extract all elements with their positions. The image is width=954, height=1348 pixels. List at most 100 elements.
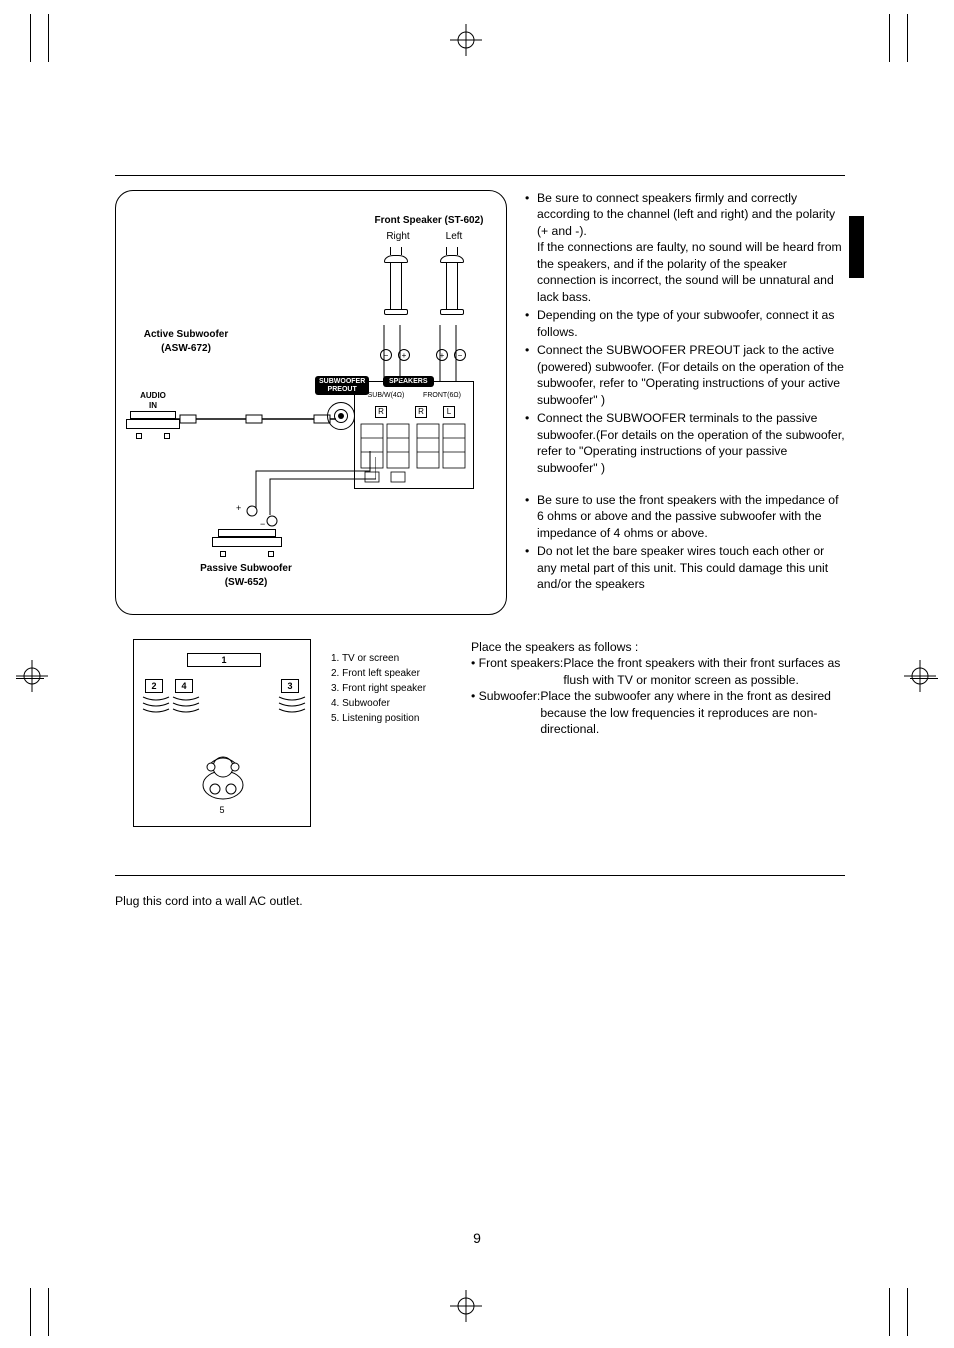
placement-text: Place the speakers as follows : • Front … bbox=[471, 639, 845, 827]
bullet-list-b: •Be sure to use the front speakers with … bbox=[525, 492, 845, 593]
l-label: L bbox=[443, 406, 455, 418]
r-label: R bbox=[375, 406, 387, 418]
legend-item: 4. Subwoofer bbox=[331, 696, 451, 711]
crop-mark bbox=[889, 1288, 890, 1336]
in-text: IN bbox=[149, 401, 157, 410]
front-left-box: 2 bbox=[145, 679, 163, 693]
crop-mark bbox=[30, 1288, 31, 1336]
sub-foot bbox=[268, 551, 274, 557]
bullet-list-a: •Be sure to connect speakers firmly and … bbox=[525, 190, 845, 476]
audio-in-label: AUDIO IN bbox=[130, 391, 176, 410]
crop-mark bbox=[889, 14, 890, 62]
bullet-dot: • bbox=[525, 410, 537, 476]
placement-diagram: 1 2 4 3 5 bbox=[133, 639, 311, 827]
bullet-text: Do not let the bare speaker wires touch … bbox=[537, 543, 845, 592]
section-rule bbox=[115, 175, 845, 176]
bullet-text: Connect the SUBWOOFER PREOUT jack to the… bbox=[537, 342, 845, 408]
front-speaker-label: Front Speaker (ST-602) bbox=[354, 215, 504, 227]
passive-wires-icon bbox=[236, 451, 376, 531]
crop-mark bbox=[907, 14, 908, 62]
subw-imp-label: SUB/W(4Ω) bbox=[361, 392, 411, 400]
placement-intro: Place the speakers as follows : bbox=[471, 639, 845, 655]
active-sub-label: Active Subwoofer bbox=[126, 329, 246, 341]
bullet-dot: • bbox=[525, 492, 537, 541]
sub-foot bbox=[164, 433, 170, 439]
num-3: 3 bbox=[287, 681, 292, 691]
cable-icon bbox=[176, 409, 336, 429]
num-1: 1 bbox=[221, 655, 226, 665]
passive-sub-model: (SW-652) bbox=[176, 577, 316, 589]
legend-item: 5. Listening position bbox=[331, 711, 451, 726]
bullet-text: Be sure to use the front speakers with t… bbox=[537, 492, 845, 541]
sub-preout-text2: PREOUT bbox=[328, 386, 357, 393]
bullet-dot: • bbox=[525, 190, 537, 305]
listener-icon bbox=[201, 749, 245, 801]
section-rule bbox=[115, 875, 845, 876]
legend-item: 3. Front right speaker bbox=[331, 681, 451, 696]
sub-foot bbox=[136, 433, 142, 439]
bullet-item: •Do not let the bare speaker wires touch… bbox=[525, 543, 845, 592]
bullet-dot: • bbox=[525, 543, 537, 592]
plus-label: + bbox=[236, 503, 241, 514]
crop-mark bbox=[48, 1288, 49, 1336]
sub-preout-text1: SUBWOOFER bbox=[319, 378, 365, 385]
tv-box: 1 bbox=[187, 653, 261, 667]
audio-text: AUDIO bbox=[140, 391, 166, 400]
bullet-dot: • bbox=[525, 307, 537, 340]
speaker-left-icon bbox=[440, 247, 464, 315]
crop-mark bbox=[907, 1288, 908, 1336]
connection-diagram: Front Speaker (ST-602) Right Left Active… bbox=[115, 190, 507, 615]
r-label: R bbox=[415, 406, 427, 418]
speaker-wires-icon bbox=[376, 325, 476, 383]
bullet-item: •Connect the SUBWOOFER terminals to the … bbox=[525, 410, 845, 476]
bullet-text: Connect the SUBWOOFER terminals to the p… bbox=[537, 410, 845, 476]
subwoofer-box: 4 bbox=[175, 679, 193, 693]
preout-jack-icon bbox=[327, 402, 355, 430]
placement-legend: 1. TV or screen 2. Front left speaker 3.… bbox=[331, 639, 451, 827]
passive-sub-top bbox=[218, 529, 276, 537]
crop-mark bbox=[48, 14, 49, 62]
sub-foot bbox=[220, 551, 226, 557]
sound-waves-icon bbox=[171, 695, 201, 713]
power-cord-text: Plug this cord into a wall AC outlet. bbox=[115, 894, 845, 908]
sound-waves-icon bbox=[141, 695, 171, 713]
sub-lead: • Subwoofer: bbox=[471, 688, 540, 737]
sound-waves-icon bbox=[277, 695, 307, 713]
page-content: Front Speaker (ST-602) Right Left Active… bbox=[115, 175, 845, 908]
front-body: Place the front speakers with their fron… bbox=[563, 655, 845, 688]
front-imp-label: FRONT(6Ω) bbox=[417, 392, 467, 400]
active-sub-top bbox=[130, 411, 176, 419]
front-speaker-placement: • Front speakers: Place the front speake… bbox=[471, 655, 845, 688]
registration-mark bbox=[904, 660, 936, 692]
right-label: Right bbox=[378, 231, 418, 243]
bullet-item: •Be sure to connect speakers firmly and … bbox=[525, 190, 845, 305]
legend-item: 1. TV or screen bbox=[331, 651, 451, 666]
registration-mark bbox=[450, 1290, 482, 1322]
bullet-item: •Depending on the type of your subwoofer… bbox=[525, 307, 845, 340]
bullet-item: •Connect the SUBWOOFER PREOUT jack to th… bbox=[525, 342, 845, 408]
crop-mark bbox=[30, 14, 31, 62]
num-4: 4 bbox=[181, 681, 186, 691]
bullet-item: •Be sure to use the front speakers with … bbox=[525, 492, 845, 541]
subwoofer-placement: • Subwoofer: Place the subwoofer any whe… bbox=[471, 688, 845, 737]
front-lead: • Front speakers: bbox=[471, 655, 563, 688]
active-sub-model: (ASW-672) bbox=[126, 343, 246, 355]
num-5: 5 bbox=[133, 805, 311, 815]
registration-mark bbox=[450, 24, 482, 56]
legend-item: 2. Front left speaker bbox=[331, 666, 451, 681]
sub-body: Place the subwoofer any where in the fro… bbox=[540, 688, 845, 737]
active-sub-box bbox=[126, 419, 180, 429]
num-2: 2 bbox=[151, 681, 156, 691]
instruction-text: •Be sure to connect speakers firmly and … bbox=[525, 190, 845, 615]
left-label: Left bbox=[434, 231, 474, 243]
bullet-text: Depending on the type of your subwoofer,… bbox=[537, 307, 845, 340]
bullet-text: Be sure to connect speakers firmly and c… bbox=[537, 190, 845, 305]
registration-mark bbox=[16, 660, 48, 692]
passive-sub-box bbox=[212, 537, 282, 547]
page-tab bbox=[849, 216, 864, 278]
bullet-dot: • bbox=[525, 342, 537, 408]
front-right-box: 3 bbox=[281, 679, 299, 693]
page-number: 9 bbox=[0, 1230, 954, 1246]
speaker-right-icon bbox=[384, 247, 408, 315]
passive-sub-label: Passive Subwoofer bbox=[176, 563, 316, 575]
